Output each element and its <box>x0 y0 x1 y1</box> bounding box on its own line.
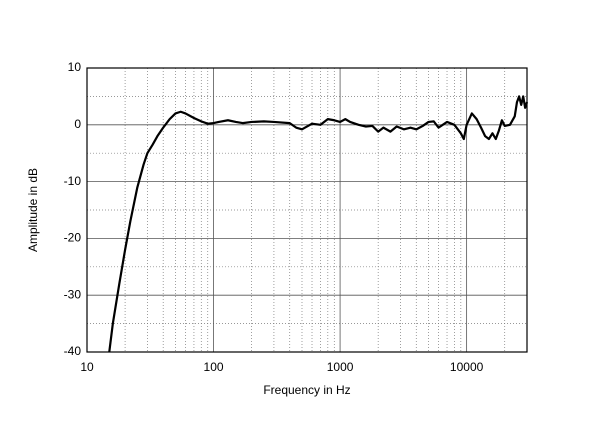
x-tick-label: 1000 <box>327 360 354 374</box>
response-line <box>108 95 529 353</box>
y-tick-label: 10 <box>68 60 82 74</box>
plot-frame <box>86 67 528 353</box>
y-axis-label: Amplitude in dB <box>26 168 40 252</box>
x-tick-label: 100 <box>204 360 224 374</box>
y-tick-label: -20 <box>64 231 82 245</box>
y-tick-label: -30 <box>64 287 82 301</box>
x-axis-label: Frequency in Hz <box>263 383 350 397</box>
y-tick-label: -40 <box>64 344 82 358</box>
y-tick-label: -10 <box>64 174 82 188</box>
x-tick-label: 10 <box>80 360 94 374</box>
x-tick-label: 10000 <box>450 360 484 374</box>
y-tick-label: 0 <box>74 117 81 131</box>
